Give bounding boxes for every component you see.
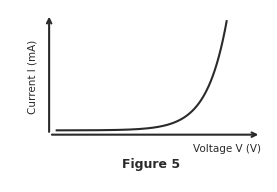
Text: Voltage V (V): Voltage V (V) — [193, 144, 261, 154]
Text: Figure 5: Figure 5 — [122, 158, 180, 171]
Text: Current I (mA): Current I (mA) — [27, 39, 37, 114]
